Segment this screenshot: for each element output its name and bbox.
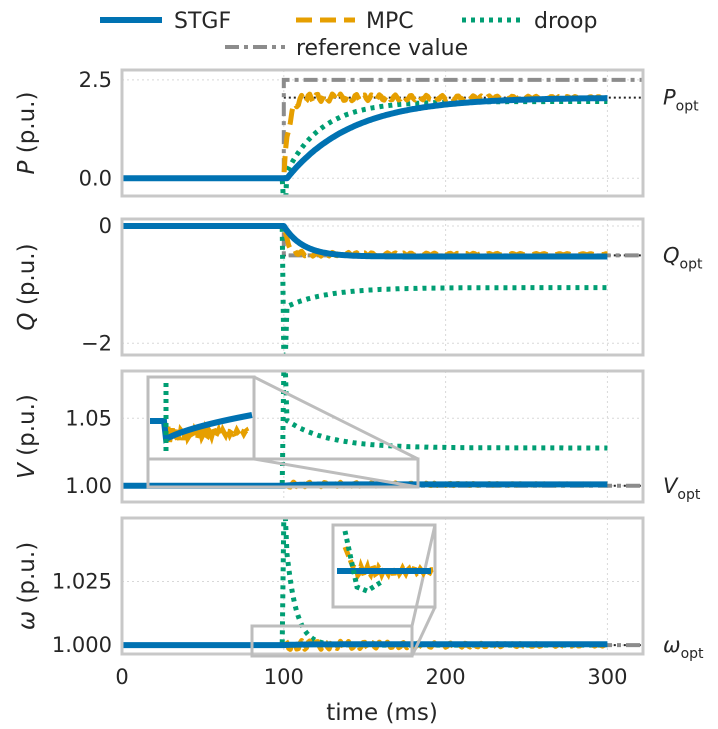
inset-V — [146, 375, 420, 489]
opt-label-sub-omega: opt — [681, 646, 704, 662]
y-axis-label-V: V (p.u.) — [14, 394, 40, 479]
legend-label-stgf: STGF — [174, 9, 231, 34]
opt-label-sub-V: opt — [677, 487, 700, 503]
inset-source-box-V — [146, 457, 420, 489]
y-axis-label-unit-Q: (p.u.) — [14, 243, 40, 312]
inset-source-box-omega — [250, 624, 414, 658]
series-mpc-P — [122, 91, 609, 181]
opt-label-symbol-P: P — [663, 86, 676, 110]
x-tick-0: 0 — [115, 665, 128, 689]
opt-label-V: Vopt — [663, 474, 701, 503]
series-stgf-Q — [122, 223, 609, 260]
y-axis-label-symbol-omega: ω — [14, 611, 40, 630]
series-droop-V — [122, 371, 609, 489]
x-tick-200: 200 — [426, 665, 466, 689]
opt-label-sub-Q: opt — [680, 256, 703, 272]
y-axis-label-symbol-V: V — [14, 461, 40, 479]
opt-label-sub-P: opt — [676, 99, 699, 115]
legend-entry-reference: reference value — [225, 36, 468, 61]
reference-line-Q — [122, 224, 643, 258]
reference-line-P — [122, 77, 643, 181]
legend-entry-stgf: STGF — [100, 9, 231, 34]
y-tick-omega-1: 1.025 — [52, 570, 112, 594]
opt-label-symbol-V: V — [663, 474, 679, 498]
series-stgf-P — [122, 95, 609, 182]
opt-label-omega: ωopt — [663, 633, 704, 662]
legend-entry-droop: droop — [462, 9, 597, 34]
series-droop-P — [122, 99, 609, 196]
inset-connector-2-omega — [410, 606, 437, 657]
legend: STGF MPC droop reference value — [100, 9, 597, 61]
opt-label-P: Popt — [663, 86, 699, 115]
panel-plot-omega — [122, 518, 643, 652]
y-axis-label-symbol-Q: Q — [14, 312, 40, 330]
y-axis-label-omega: ω (p.u.) — [14, 542, 40, 630]
y-axis-label-Q: Q (p.u.) — [14, 243, 40, 330]
y-tick-P-1: 2.5 — [79, 68, 112, 92]
y-tick-omega-0: 1.000 — [52, 633, 112, 657]
y-axis-label-unit-P: (p.u.) — [14, 92, 40, 161]
panel-P: 0.02.5P (p.u.) Popt — [14, 68, 699, 198]
inset-connector-2-V — [253, 457, 419, 489]
y-tick-P-0: 0.0 — [79, 166, 112, 190]
x-tick-300: 300 — [587, 665, 627, 689]
y-axis-label-symbol-P: P — [14, 160, 40, 174]
opt-label-symbol-omega: ω — [663, 633, 681, 657]
panel-frame-omega — [120, 516, 645, 656]
y-tick-V-0: 1.00 — [65, 474, 112, 498]
inset-series-stgf-V — [150, 412, 253, 444]
y-tick-Q-0: −2 — [81, 331, 112, 355]
opt-label-symbol-Q: Q — [663, 243, 680, 267]
panel-frame-Q — [120, 217, 645, 357]
opt-label-Q: Qopt — [663, 243, 703, 272]
series-droop-Q — [122, 223, 609, 355]
y-axis-label-P: P (p.u.) — [14, 92, 40, 175]
panel-Q: −20Q (p.u.) Qopt — [14, 214, 703, 357]
inset-omega — [250, 523, 437, 658]
legend-entry-mpc: MPC — [296, 9, 414, 34]
x-tick-100: 100 — [264, 665, 304, 689]
series-mpc-Q — [122, 223, 609, 259]
panels: 0.02.5P (p.u.) Popt−20Q (p.u.) Qopt1.001.0… — [14, 68, 704, 662]
x-axis-label: time (ms) — [326, 700, 438, 726]
y-tick-Q-1: 0 — [99, 214, 112, 238]
legend-label-droop: droop — [534, 9, 597, 34]
panel-frame-P — [120, 68, 645, 198]
panel-plot-P — [122, 77, 643, 196]
panel-frame-V — [120, 369, 645, 504]
series-stgf-omega — [122, 641, 609, 649]
x-axis: 0 100 200 300 time (ms) — [115, 665, 627, 726]
y-axis-label-unit-omega: (p.u.) — [14, 542, 40, 611]
y-tick-V-1: 1.05 — [65, 406, 112, 430]
panel-V: 1.001.05V (p.u.)Vopt — [14, 369, 701, 504]
inset-connector-1-V — [253, 375, 419, 461]
panel-plot-Q — [122, 223, 643, 355]
legend-label-mpc: MPC — [366, 9, 414, 34]
legend-label-reference: reference value — [296, 36, 468, 61]
y-axis-label-unit-V: (p.u.) — [14, 394, 40, 463]
